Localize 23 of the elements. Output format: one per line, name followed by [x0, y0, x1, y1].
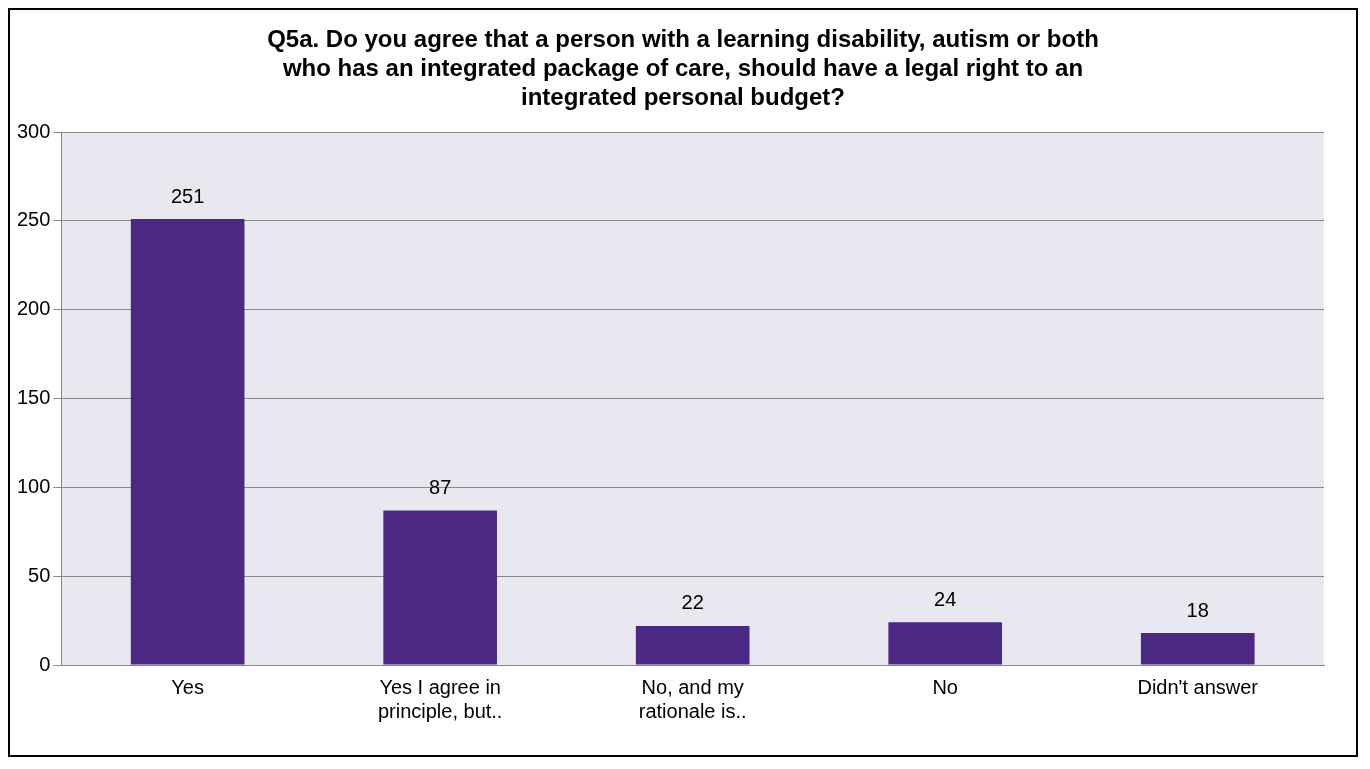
data-label: 87	[429, 475, 452, 498]
data-label: 18	[1186, 598, 1209, 621]
y-tick-label: 50	[28, 563, 51, 586]
y-tick-label: 150	[16, 386, 51, 409]
bar	[635, 625, 750, 665]
x-tick-label: Didn't answer	[1137, 675, 1259, 698]
x-tick-label: Yes	[171, 675, 204, 698]
x-tick-label: Yes I agree in principle, but..	[377, 675, 503, 722]
chart-title: Q5a. Do you agree that a person with a learning disability, autism or both who has an integrated package of care, should have a legal right to an integrated personal budget?	[266, 24, 1100, 111]
x-tick-label: No, and my rationale is..	[638, 675, 747, 722]
x-tick-label: No	[932, 675, 958, 698]
y-tick-label: 250	[16, 208, 51, 231]
data-label: 24	[934, 587, 957, 610]
bar	[130, 219, 245, 665]
y-tick-label: 200	[16, 297, 51, 320]
bar	[888, 622, 1003, 665]
bar	[1140, 633, 1255, 665]
data-label: 251	[170, 184, 205, 207]
bar	[383, 510, 497, 665]
y-tick-label: 0	[39, 652, 51, 675]
y-tick-label: 300	[16, 119, 51, 142]
y-tick-label: 100	[16, 474, 51, 497]
data-label: 22	[681, 591, 704, 614]
